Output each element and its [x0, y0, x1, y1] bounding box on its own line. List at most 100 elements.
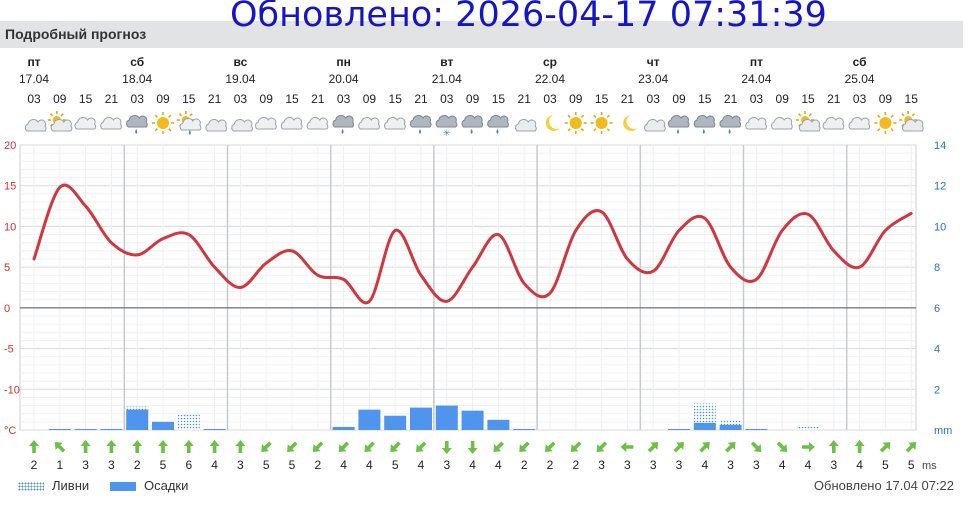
hour-label: 09: [363, 92, 377, 106]
wind-arrow-icon: [673, 442, 684, 453]
wind-speed: 3: [753, 458, 760, 472]
wind-arrow-icon: [493, 441, 504, 452]
wind-speed: 3: [650, 458, 657, 472]
plot-area: [19, 144, 917, 431]
wind-arrow-icon: [158, 440, 168, 453]
precip-bar: [693, 422, 716, 430]
wind-speed: 3: [676, 458, 683, 472]
wind-arrow-icon: [261, 441, 272, 452]
wind-speed: 2: [31, 458, 38, 472]
hour-label: 21: [518, 92, 532, 106]
precip-bar: [100, 428, 123, 430]
wind-arrow-icon: [570, 441, 582, 452]
precip-bar: [126, 409, 149, 430]
hour-label: 21: [311, 92, 325, 106]
precip-bar: [203, 428, 226, 430]
hour-label: 09: [53, 92, 67, 106]
wind-speed: 5: [289, 458, 296, 472]
wind-arrow-icon: [54, 442, 66, 453]
y-left-tick: -5: [4, 344, 14, 356]
day-date: 24.04: [741, 72, 771, 86]
day-date: 25.04: [845, 72, 875, 86]
moon-cloud-icon: [231, 114, 253, 132]
wind-arrow-icon: [312, 441, 324, 452]
rain-cloud-icon: [487, 115, 509, 134]
precip-bar: [48, 428, 71, 430]
wind-speed: 3: [830, 458, 837, 472]
y-left-tick: °C: [4, 425, 16, 437]
hour-label: 09: [776, 92, 790, 106]
hour-label: 15: [698, 92, 712, 106]
wind-speed: 3: [108, 458, 115, 472]
hour-label: 09: [260, 92, 274, 106]
wind-speed: 4: [469, 458, 476, 472]
y-left-tick: 15: [4, 181, 16, 193]
hour-label: 09: [672, 92, 686, 106]
day-name: пн: [336, 55, 351, 69]
precip-bar: [358, 409, 381, 430]
y-left-tick: 10: [4, 221, 16, 233]
wind-speed: 3: [237, 458, 244, 472]
wind-speed: 2: [134, 458, 141, 472]
wind-speed: 3: [624, 458, 631, 472]
moon-icon: [623, 115, 638, 131]
wind-speed: 5: [882, 458, 889, 472]
wind-arrow-icon: [209, 440, 220, 453]
hour-label: 21: [621, 92, 635, 106]
legend-precip-label: Осадки: [144, 478, 189, 493]
section-title: Подробный прогноз: [5, 26, 147, 42]
day-name: чт: [647, 55, 660, 69]
rain-cloud-icon: [126, 115, 148, 134]
wind-speed: 4: [495, 458, 502, 472]
y-right-tick: 2: [934, 384, 940, 396]
wind-arrow-icon: [596, 441, 608, 452]
cloud-icon: [848, 117, 871, 130]
precip-bar: [384, 415, 407, 430]
wind-speed: 4: [418, 458, 425, 472]
precip-bar: [513, 428, 536, 430]
forecast-header-bar: Подробный прогноз: [0, 21, 963, 48]
hour-label: 15: [905, 92, 919, 106]
precip-bar: [745, 428, 768, 430]
hour-label: 03: [853, 92, 867, 106]
wind-arrow-icon: [441, 441, 452, 454]
y-right-tick: 12: [934, 181, 946, 193]
y-left-tick: 5: [4, 262, 10, 274]
hour-label: 21: [724, 92, 738, 106]
cloud-icon: [280, 117, 303, 130]
cloud-icon: [255, 117, 277, 130]
precip-bar: [461, 410, 484, 430]
precip-bar: [487, 419, 510, 430]
wind-speed: 3: [82, 458, 89, 472]
wind-arrow-icon: [106, 440, 117, 453]
hour-label: 15: [595, 92, 609, 106]
sun-icon: [874, 112, 897, 134]
wind-speed: 2: [521, 458, 528, 472]
moon-cloud-icon: [24, 114, 47, 132]
hour-label: 15: [182, 92, 196, 106]
rain-cloud-icon: [409, 115, 432, 134]
precip-bar: [332, 426, 355, 430]
wind-speed: 5: [908, 458, 915, 472]
hour-label: 21: [414, 92, 428, 106]
day-date: 22.04: [535, 72, 565, 86]
hour-label: 03: [131, 92, 145, 106]
wind-speed: 3: [443, 458, 450, 472]
rain-cloud-icon: [667, 115, 690, 134]
y-right-tick: 4: [934, 344, 940, 356]
sun-cloud-icon: [47, 111, 73, 132]
sun-icon: [590, 112, 613, 134]
showers-bar: [177, 414, 200, 430]
hour-label: 03: [647, 92, 661, 106]
wind-arrow-icon: [647, 442, 659, 453]
wind-speed: 4: [340, 458, 347, 472]
day-name: вс: [234, 55, 248, 69]
showers-bar: [797, 426, 819, 430]
moon-cloud-icon: [205, 114, 228, 132]
precip-bar: [410, 407, 432, 430]
cloud-icon: [384, 117, 406, 130]
precip-bar: [719, 424, 742, 430]
cloud-icon: [74, 117, 97, 130]
precip-bar: [668, 428, 690, 430]
hour-label: 03: [750, 92, 764, 106]
